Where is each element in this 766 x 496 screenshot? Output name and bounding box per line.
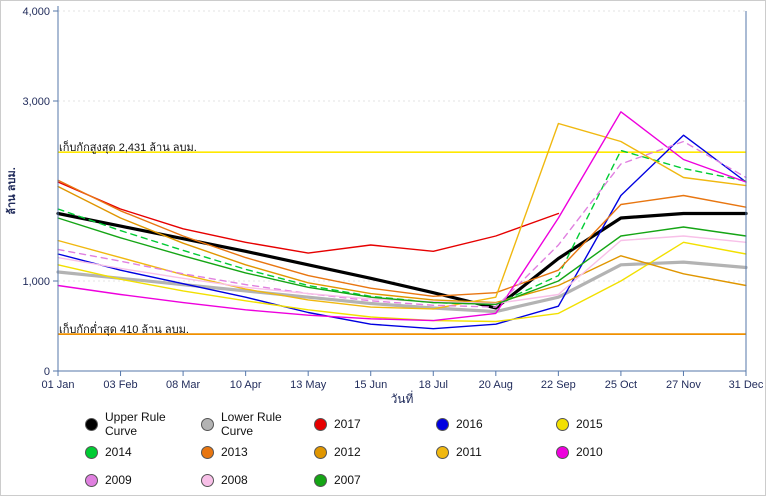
series-line-2013: [57, 179, 747, 297]
y-tick-label: 0: [44, 366, 50, 378]
x-tick-label: 10 Apr: [230, 379, 262, 391]
legend-item-lower-rule-curve: Lower Rule Curve: [201, 410, 314, 438]
legend-marker-2014: [85, 445, 98, 459]
legend-item-upper-rule-curve: Upper Rule Curve: [85, 410, 201, 438]
x-tick-label: 03 Feb: [103, 379, 137, 391]
chart-plot: 4,000 3,000 1,000 001 Jan 03 Feb 08 Mar 10 Apr…: [22, 6, 764, 391]
legend-item-2008: 2008: [201, 470, 314, 490]
legend-item-2015: 2015: [556, 414, 668, 434]
x-tick-label: 01 Jan: [41, 379, 74, 391]
x-tick-label: 13 May: [290, 379, 327, 391]
legend-marker-2016: [436, 417, 449, 431]
legend-label-lower-rule-curve: Lower Rule Curve: [221, 410, 282, 438]
x-tick-label: 18 Jul: [419, 379, 448, 391]
x-axis-label: วันที่: [390, 392, 414, 406]
legend-label-2011: 2011: [456, 445, 482, 459]
y-axis-label: ล้าน ลบม.: [6, 167, 18, 215]
legend-marker-2012: [314, 445, 327, 459]
series-line-lower-rule-curve: [56, 260, 748, 314]
legend-item-2010: 2010: [556, 442, 668, 462]
x-tick-label: 15 Jun: [354, 379, 387, 391]
series-line-2012: [57, 185, 747, 304]
legend-marker-2009: [85, 473, 98, 487]
series-line-2009: [57, 140, 747, 308]
x-tick-label: 27 Nov: [666, 379, 701, 391]
legend-item-2016: 2016: [436, 414, 556, 434]
series-line-2007: [57, 217, 747, 306]
legend-label-2014: 2014: [105, 445, 132, 459]
legend-item-2011: 2011: [436, 442, 556, 462]
y-tick-label: 4,000: [22, 6, 50, 18]
legend-marker-2015: [556, 417, 569, 431]
x-tick-label: 31 Dec: [729, 379, 764, 391]
y-tick-label: 3,000: [22, 96, 50, 108]
legend-marker-lower-rule-curve: [201, 417, 214, 431]
x-tick-label: 08 Mar: [166, 379, 201, 391]
legend-marker-2011: [436, 445, 449, 459]
legend-item-2013: 2013: [201, 442, 314, 462]
legend-label-2008: 2008: [221, 473, 248, 487]
series-line-upper-rule-curve: [56, 211, 748, 310]
legend-label-2012: 2012: [334, 445, 361, 459]
series-line-2011: [57, 122, 747, 310]
legend-label-2015: 2015: [576, 417, 603, 431]
x-tick-label: 20 Aug: [479, 379, 513, 391]
legend-item-2014: 2014: [85, 442, 201, 462]
legend-item-2012: 2012: [314, 442, 436, 462]
x-tick-label: 22 Sep: [541, 379, 576, 391]
x-tick-label: 25 Oct: [605, 379, 637, 391]
legend-marker-2017: [314, 417, 327, 431]
series-line-2017: [57, 181, 560, 254]
series-line-2010: [57, 111, 747, 322]
legend-item-2009: 2009: [85, 470, 201, 490]
legend-label-2007: 2007: [334, 473, 361, 487]
legend-item-2007: 2007: [314, 470, 436, 490]
legend-label-2016: 2016: [456, 417, 483, 431]
legend-marker-2008: [201, 473, 214, 487]
legend-label-2013: 2013: [221, 445, 248, 459]
y-tick-label: 1,000: [22, 276, 50, 288]
max-storage-annotation: เก็บกักสูงสุด 2,431 ล้าน ลบม.: [59, 142, 197, 154]
legend-label-2009: 2009: [105, 473, 132, 487]
legend-marker-2013: [201, 445, 214, 459]
legend-marker-upper-rule-curve: [85, 417, 98, 431]
chart-legend: Upper Rule Curve Lower Rule Curve 2017 2016…: [85, 410, 668, 490]
min-storage-annotation: เก็บกักต่ำสุด 410 ล้าน ลบม.: [59, 324, 189, 336]
series-line-2015: [57, 241, 747, 323]
legend-label-2010: 2010: [576, 445, 603, 459]
legend-item-2017: 2017: [314, 414, 436, 434]
series-line-2016: [57, 134, 747, 330]
legend-marker-2010: [556, 445, 569, 459]
legend-label-2017: 2017: [334, 417, 361, 431]
legend-label-upper-rule-curve: Upper Rule Curve: [105, 410, 166, 438]
legend-marker-2007: [314, 473, 327, 487]
